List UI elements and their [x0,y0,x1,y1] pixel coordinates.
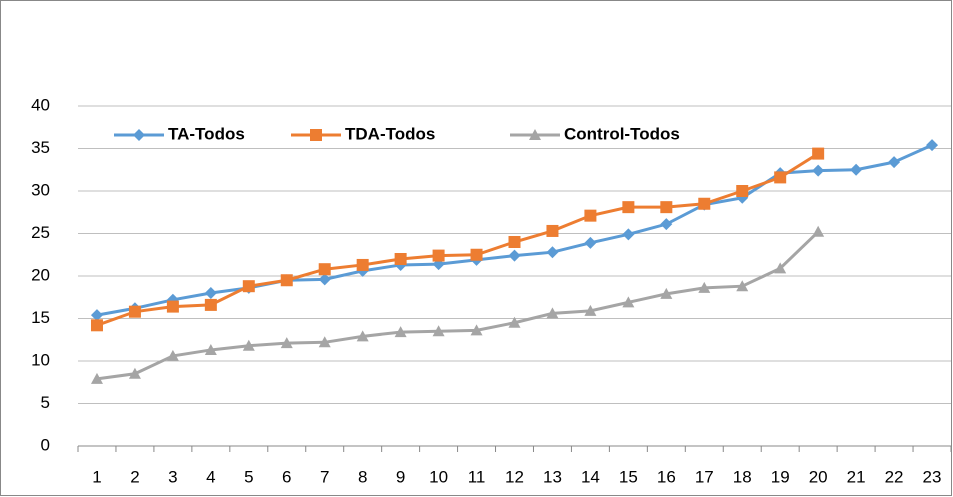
marker [888,156,901,169]
x-tick-label: 12 [505,467,524,486]
marker [204,298,217,311]
x-tick-label: 16 [657,467,676,486]
marker [356,258,369,271]
x-tick-label: 2 [130,467,139,486]
marker [508,249,521,262]
marker [736,280,749,292]
x-tick-label: 20 [809,467,828,486]
marker [318,263,331,276]
marker [736,185,749,197]
series-line [96,230,820,381]
x-tick-label: 5 [244,467,253,486]
marker [204,343,217,355]
marker [812,147,825,160]
y-tick-label: 25 [31,223,50,242]
x-tick-label: 6 [282,467,291,486]
x-tick-label: 3 [168,467,177,486]
x-tick-label: 1 [92,467,101,486]
marker [432,249,445,262]
marker [318,336,331,348]
marker [660,201,673,214]
x-tick-label: 17 [695,467,714,486]
marker [926,139,939,152]
marker [470,324,483,336]
marker [394,253,407,265]
marker [698,281,711,293]
marker [128,305,141,318]
marker [90,372,103,384]
marker [318,273,331,286]
marker [128,367,141,379]
marker [812,225,825,237]
legend-label: TDA-Todos [345,124,435,143]
x-tick-label: 15 [619,467,638,486]
x-tick-label: 19 [771,467,790,486]
marker [584,304,597,316]
marker [166,349,179,361]
x-tick-label: 13 [543,467,562,486]
x-tick-label: 22 [885,467,904,486]
marker [242,280,255,293]
marker [432,325,445,337]
marker [774,262,787,274]
y-tick-label: 35 [31,138,50,157]
marker [280,337,293,349]
y-tick-label: 15 [31,308,50,327]
y-tick-label: 10 [31,350,50,369]
marker [546,246,559,259]
marker [470,248,483,261]
marker [660,218,673,231]
y-tick-label: 40 [31,95,50,114]
marker [133,129,145,141]
marker [584,209,597,222]
x-tick-label: 7 [320,467,329,486]
y-tick-label: 0 [41,435,50,454]
marker [508,236,521,248]
marker [698,197,711,210]
legend-label: Control-Todos [564,124,680,143]
x-tick-label: 21 [847,467,866,486]
marker [529,129,541,140]
marker [204,287,217,299]
marker [584,236,597,249]
marker [394,326,407,338]
marker [660,287,673,299]
marker [850,163,863,176]
marker [546,224,559,237]
marker [812,164,825,177]
x-tick-label: 9 [396,467,405,486]
y-tick-label: 5 [41,393,50,412]
x-tick-label: 10 [429,467,448,486]
x-tick-label: 8 [358,467,367,486]
x-tick-label: 11 [468,467,486,486]
marker [90,319,103,332]
marker [242,339,255,351]
marker [310,129,322,141]
marker [280,274,293,287]
marker [622,201,635,214]
marker [774,171,787,184]
marker [546,307,559,319]
y-tick-label: 30 [31,180,50,199]
x-tick-label: 14 [581,467,600,486]
marker [622,228,635,241]
marker [508,316,521,328]
x-tick-label: 23 [923,467,942,486]
x-tick-label: 18 [733,467,752,486]
marker [622,296,635,308]
series-line [96,152,819,327]
x-tick-label: 4 [206,467,215,486]
y-tick-label: 20 [31,265,50,284]
legend-label: TA-Todos [168,124,245,143]
marker [166,300,179,313]
marker [356,330,369,342]
marker [90,309,103,322]
